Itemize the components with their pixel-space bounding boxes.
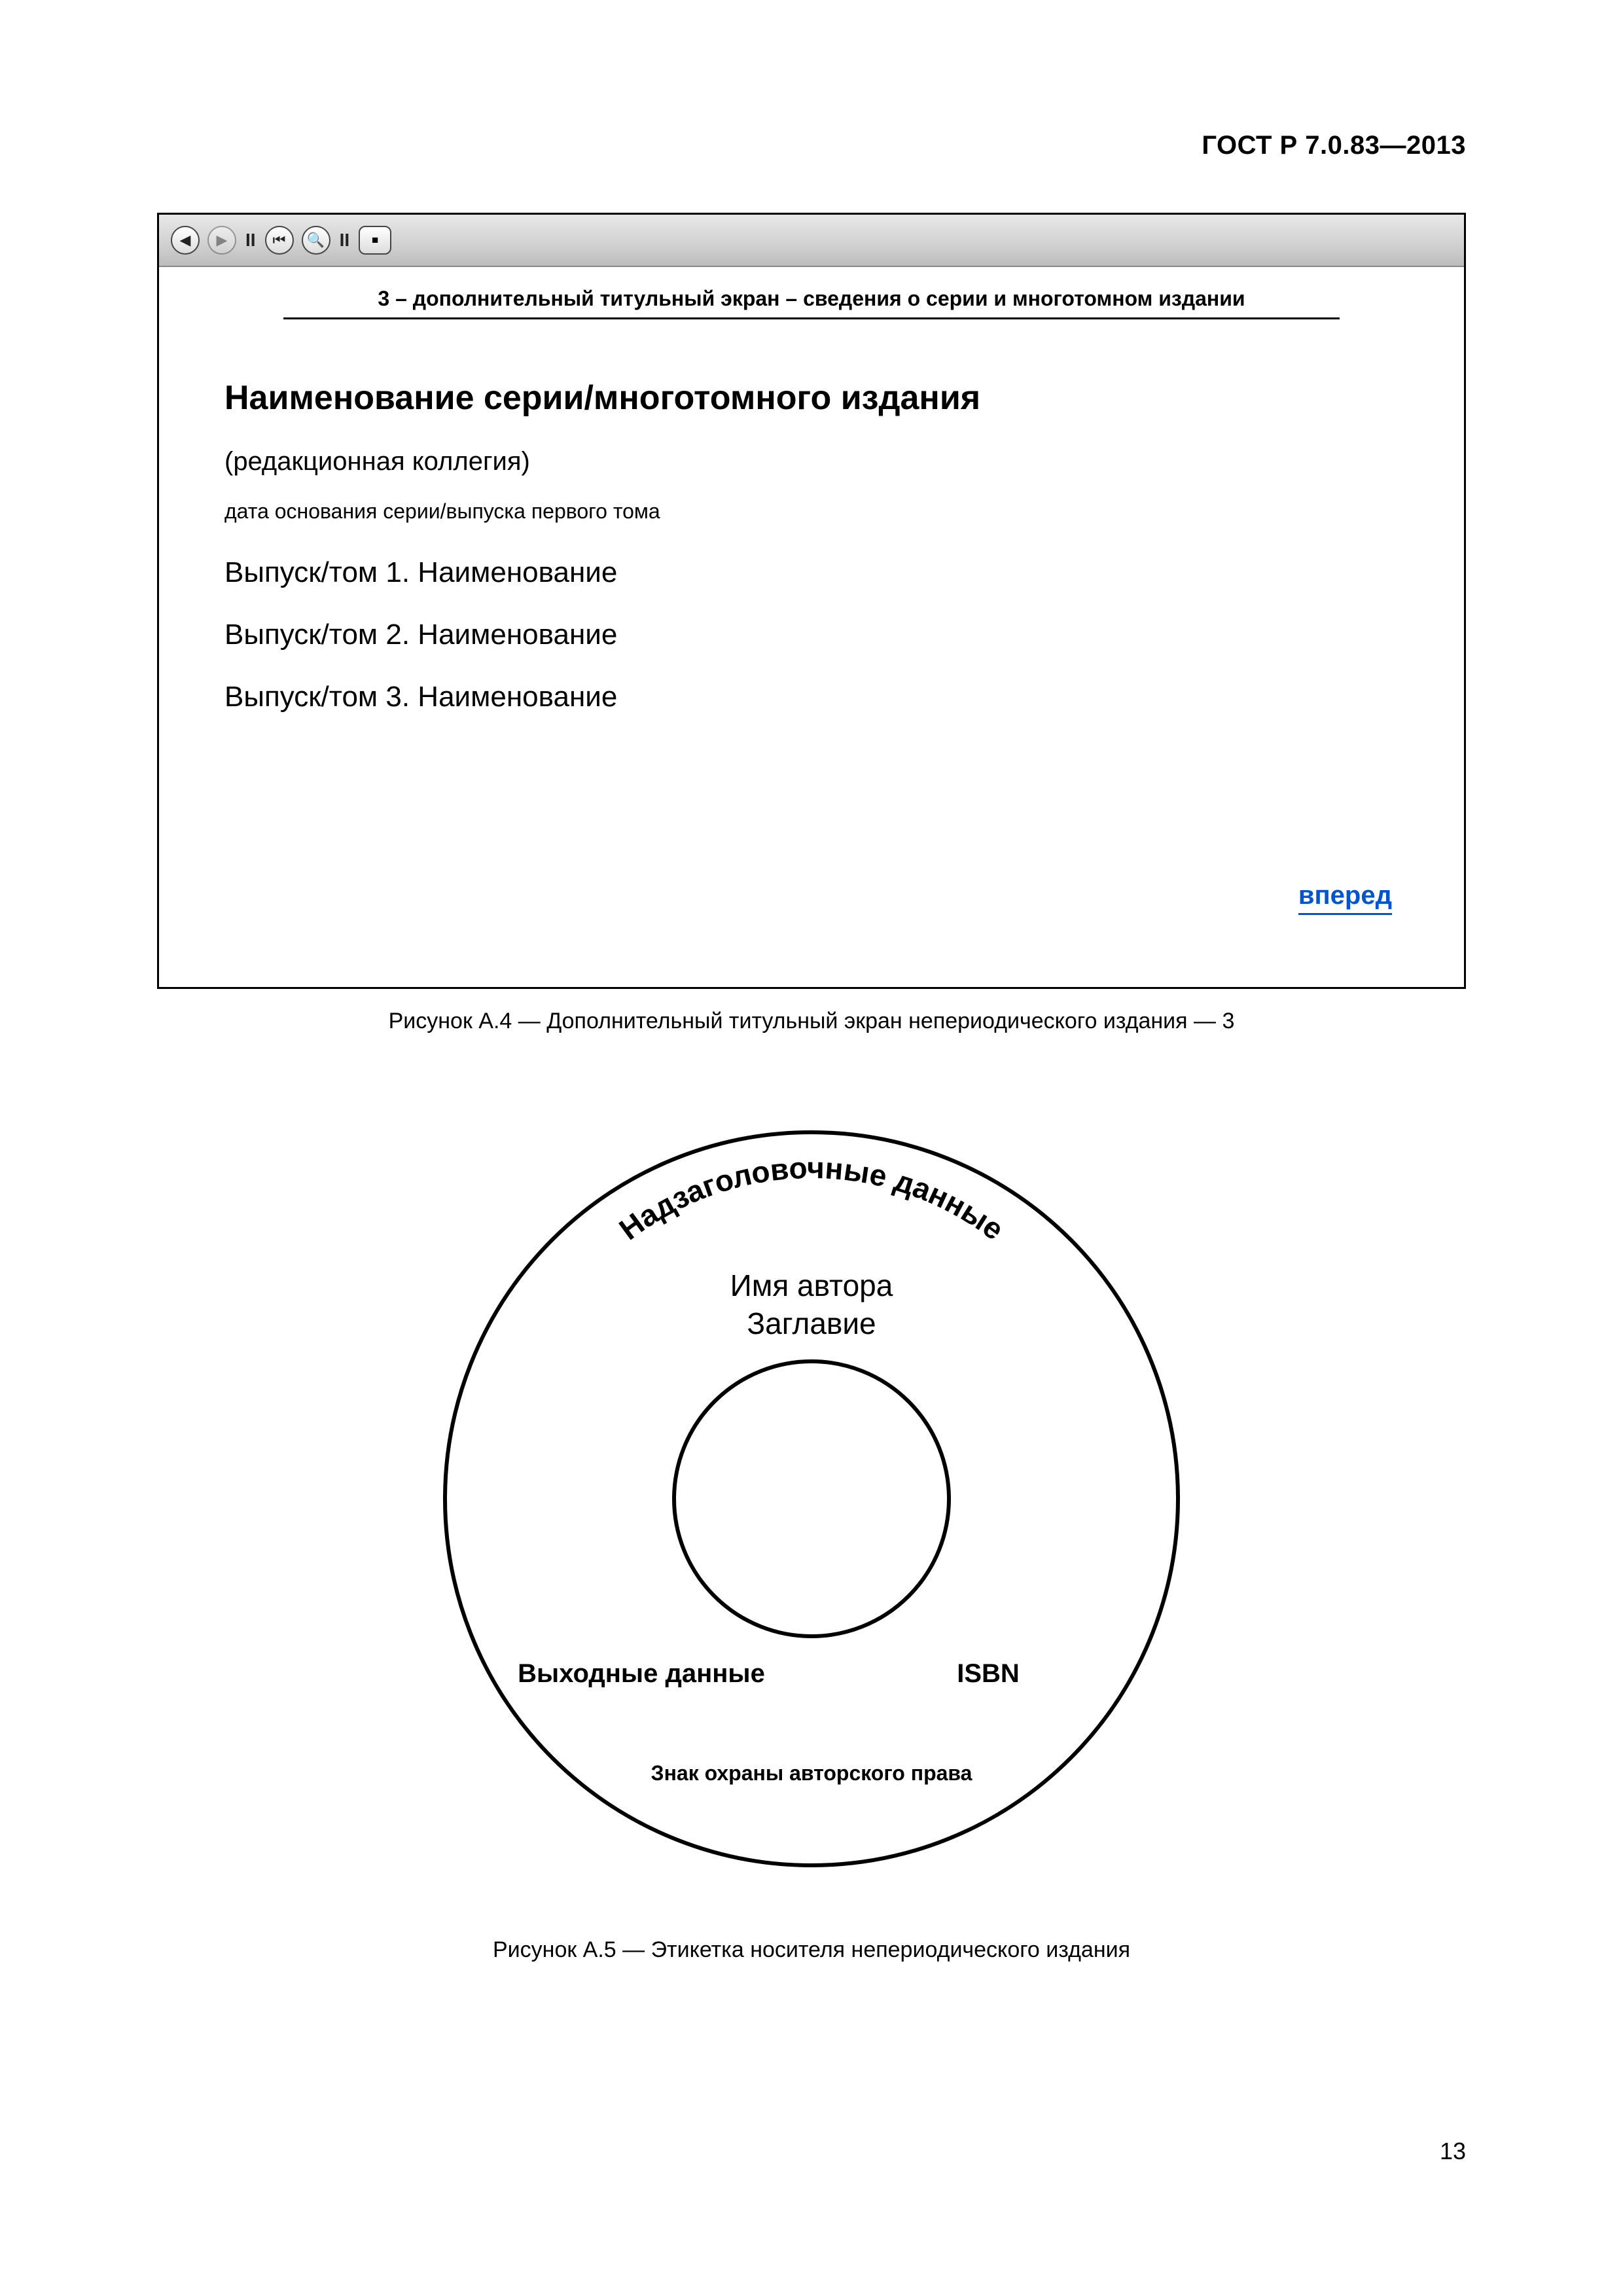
rewind-icon[interactable]: ⏮ [265, 226, 294, 255]
stop-icon[interactable]: ⏹ [359, 226, 391, 255]
disc-isbn-label: ISBN [957, 1659, 1020, 1688]
volume-item: Выпуск/том 2. Наименование [224, 619, 1399, 651]
search-icon[interactable]: 🔍 [302, 226, 330, 255]
back-icon[interactable]: ◀ [171, 226, 200, 255]
series-title: Наименование серии/многотомного издания [224, 378, 1399, 418]
disc-inner-circle [674, 1361, 949, 1636]
disc-copyright-label: Знак охраны авторского права [651, 1761, 972, 1785]
figure-a5-disc: Надзаголовочные данные Имя автора Заглав… [157, 1106, 1466, 1892]
figure-a4-window: ◀ ▶ II ⏮ 🔍 II ⏹ 3 – дополнительный титул… [157, 213, 1466, 989]
fwd-icon[interactable]: ▶ [207, 226, 236, 255]
title-screen-content: 3 – дополнительный титульный экран – све… [159, 267, 1464, 987]
screen-number-label: 3 – дополнительный титульный экран – све… [283, 287, 1340, 319]
document-page: ГОСТ Р 7.0.83—2013 ◀ ▶ II ⏮ 🔍 II ⏹ 3 – д… [157, 131, 1466, 1963]
player-toolbar: ◀ ▶ II ⏮ 🔍 II ⏹ [159, 215, 1464, 267]
pause-icon: II [338, 230, 351, 251]
volume-item: Выпуск/том 1. Наименование [224, 556, 1399, 589]
volume-item: Выпуск/том 3. Наименование [224, 681, 1399, 713]
founding-date: дата основания серии/выпуска первого том… [224, 499, 1399, 524]
disc-title-label: Заглавие [747, 1306, 876, 1340]
standard-code-header: ГОСТ Р 7.0.83—2013 [157, 131, 1466, 160]
page-number: 13 [1440, 2138, 1466, 2165]
pause-icon: II [244, 230, 257, 251]
figure-a4-caption: Рисунок А.4 — Дополнительный титульный э… [157, 1009, 1466, 1034]
disc-author-label: Имя автора [730, 1268, 893, 1302]
disc-output-data-label: Выходные данные [518, 1659, 765, 1688]
forward-link[interactable]: вперед [1298, 881, 1392, 915]
editorial-board: (редакционная коллегия) [224, 447, 1399, 476]
figure-a5-caption: Рисунок А.5 — Этикетка носителя непериод… [157, 1937, 1466, 1963]
cd-disc-svg: Надзаголовочные данные Имя автора Заглав… [419, 1106, 1204, 1892]
